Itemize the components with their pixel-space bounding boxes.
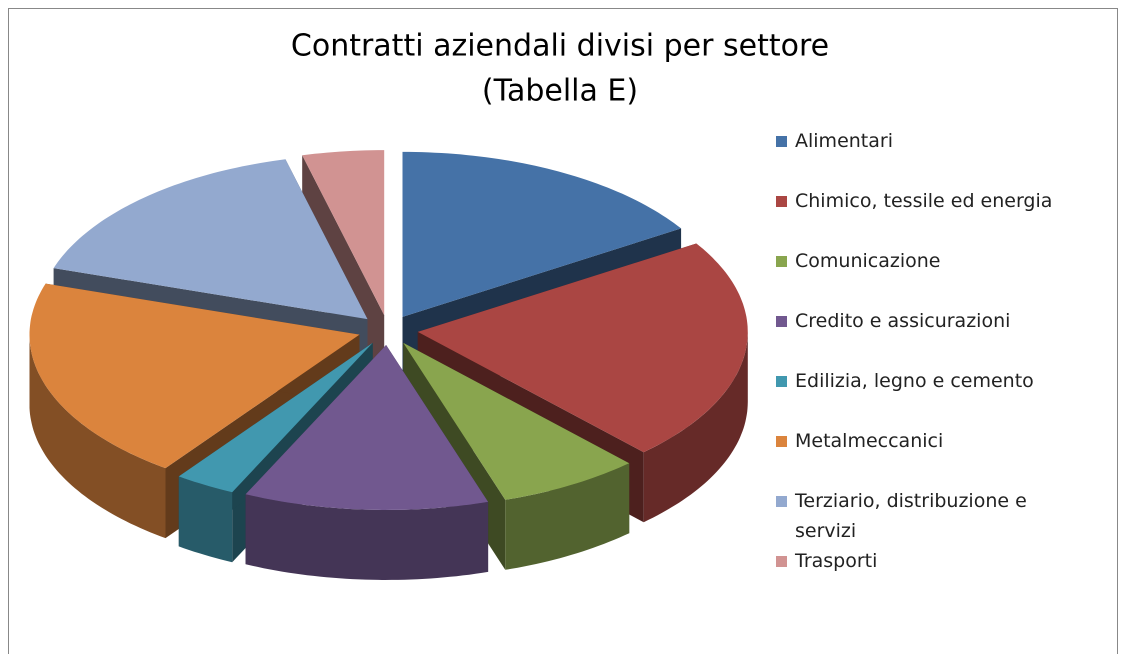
pie — [29, 150, 748, 580]
legend-swatch — [776, 496, 787, 507]
chart-title: Contratti aziendali divisi per settore — [291, 29, 829, 64]
slice-side — [178, 476, 233, 563]
legend-swatch — [776, 316, 787, 327]
legend-swatch — [776, 256, 787, 267]
legend-item: Terziario, distribuzione e servizi — [776, 486, 1066, 546]
slice-side — [29, 334, 166, 539]
slice — [53, 159, 368, 320]
slice-side — [245, 494, 489, 580]
legend-swatch — [776, 556, 787, 567]
legend-label: Metalmeccanici — [795, 430, 944, 452]
slice — [245, 345, 489, 510]
legend-item: Trasporti — [776, 546, 1066, 606]
slice-side — [505, 463, 630, 570]
legend-item: Metalmeccanici — [776, 426, 1066, 486]
legend-swatch — [776, 436, 787, 447]
legend-item: Edilizia, legno e cemento — [776, 366, 1066, 426]
legend-item: Credito e assicurazioni — [776, 306, 1066, 366]
slice — [29, 283, 360, 469]
legend: Alimentari Chimico, tessile ed energia Com… — [776, 126, 1066, 606]
legend-label: Credito e assicurazioni — [795, 310, 1011, 332]
legend-swatch — [776, 376, 787, 387]
legend-item: Chimico, tessile ed energia — [776, 186, 1066, 246]
legend-label: Alimentari — [795, 130, 893, 152]
legend-label: Edilizia, legno e cemento — [795, 370, 1034, 392]
legend-label: Comunicazione — [795, 250, 941, 272]
legend-label: Chimico, tessile ed energia — [795, 190, 1053, 212]
legend-label: Terziario, distribuzione e servizi — [795, 490, 1027, 542]
legend-label: Trasporti — [795, 550, 878, 572]
chart-subtitle: (Tabella E) — [482, 74, 638, 109]
legend-item: Alimentari — [776, 126, 1066, 186]
legend-swatch — [776, 196, 787, 207]
slice — [178, 342, 373, 493]
slice — [402, 151, 682, 317]
legend-swatch — [776, 136, 787, 147]
slice — [417, 243, 748, 453]
legend-item: Comunicazione — [776, 246, 1066, 306]
slice-side — [643, 331, 748, 523]
slice — [302, 150, 385, 316]
slice — [403, 342, 630, 500]
